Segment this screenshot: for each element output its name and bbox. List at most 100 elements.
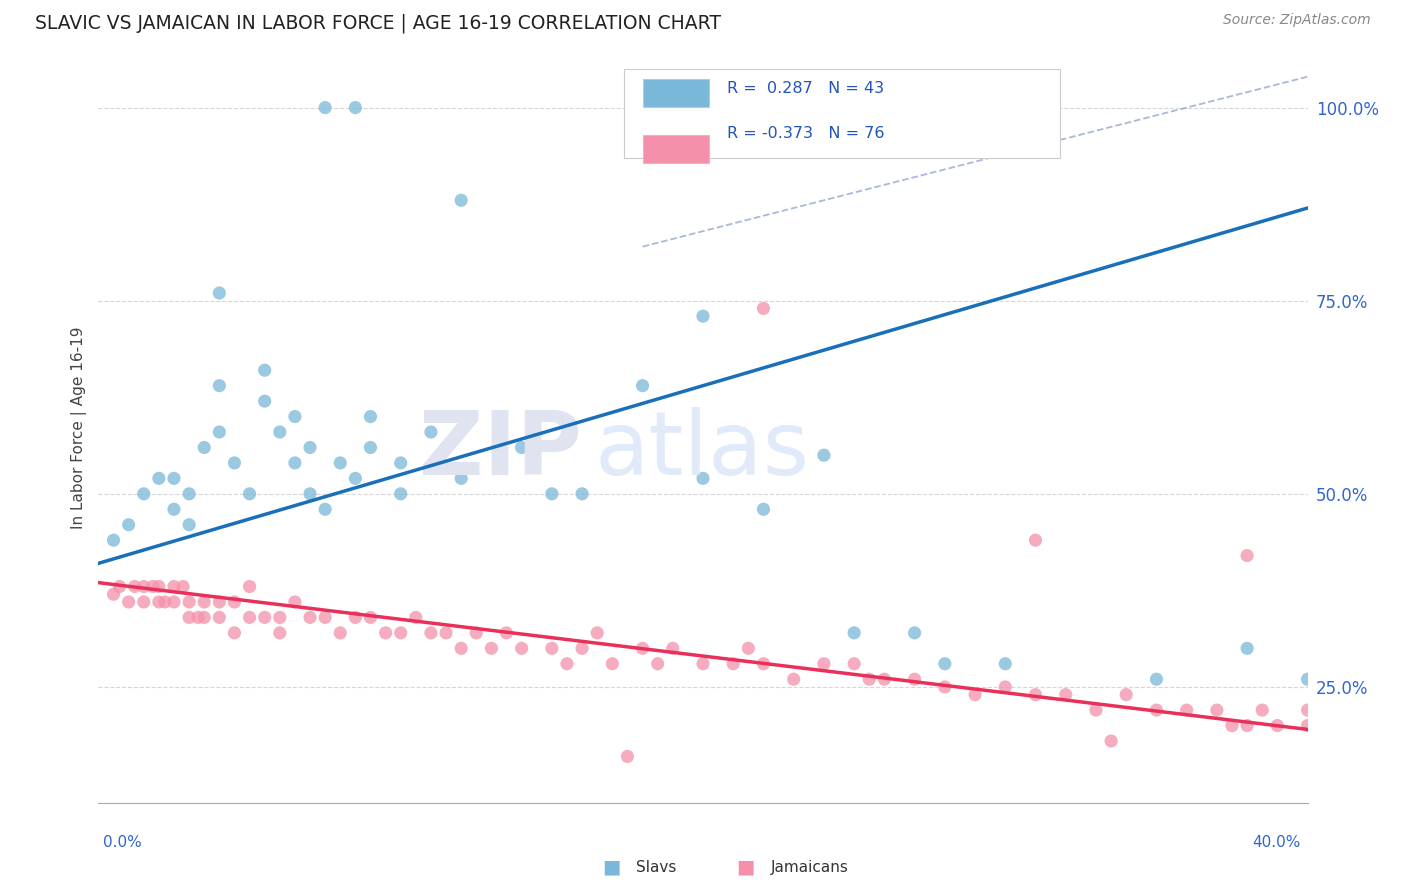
Point [253,394,276,409]
Text: SLAVIC VS JAMAICAN IN LABOR FORCE | AGE 16-19 CORRELATION CHART: SLAVIC VS JAMAICAN IN LABOR FORCE | AGE … [35,13,721,33]
Point [1054,688,1077,702]
Point [148,595,170,609]
Text: 40.0%: 40.0% [1253,836,1301,850]
Point [299,441,322,455]
Point [510,641,533,656]
Point [284,456,307,470]
Point [813,657,835,671]
Point [752,657,775,671]
Text: ■: ■ [735,857,755,877]
Point [692,471,714,485]
Point [103,533,125,548]
Point [148,471,170,485]
Point [224,456,246,470]
Point [934,680,956,694]
Point [172,580,194,594]
Point [873,672,896,686]
Point [163,595,186,609]
Point [1236,718,1258,732]
Point [1296,718,1319,732]
Point [752,502,775,516]
Text: R =  0.287   N = 43: R = 0.287 N = 43 [727,81,884,96]
Point [662,641,685,656]
Text: atlas: atlas [595,407,810,494]
Point [844,625,866,640]
Point [1024,688,1046,702]
Point [1085,703,1108,717]
Point [314,610,336,624]
Point [329,625,352,640]
Point [783,672,806,686]
Point [571,487,593,501]
Point [148,580,170,594]
Point [269,625,291,640]
Point [344,610,367,624]
Point [193,595,215,609]
Point [132,595,155,609]
Text: ZIP: ZIP [419,407,582,494]
Point [163,502,186,516]
Point [813,448,835,462]
Point [495,625,517,640]
Point [163,580,186,594]
Point [420,425,443,439]
Point [555,657,578,671]
Point [299,487,322,501]
Point [124,580,146,594]
Point [676,101,699,115]
Text: Slavs: Slavs [636,860,676,874]
Point [299,610,322,624]
Point [1206,703,1229,717]
Point [934,657,956,671]
Point [1099,734,1122,748]
Point [571,641,593,656]
Point [179,517,201,532]
Point [193,610,215,624]
Point [1175,703,1198,717]
Point [208,378,231,392]
Point [153,595,176,609]
Point [253,363,276,377]
Point [450,641,472,656]
Point [1236,549,1258,563]
Point [360,409,382,424]
Point [1251,703,1274,717]
Point [389,487,412,501]
Point [224,625,246,640]
Point [253,610,276,624]
Point [208,595,231,609]
Point [239,580,262,594]
Point [132,487,155,501]
Point [1220,718,1243,732]
Point [142,580,165,594]
Point [374,625,396,640]
Point [692,309,714,323]
Point [314,502,336,516]
Point [904,625,927,640]
Point [118,517,141,532]
Point [662,101,685,115]
Point [723,657,745,671]
Point [631,101,654,115]
Text: Source: ZipAtlas.com: Source: ZipAtlas.com [1223,13,1371,28]
Point [118,595,141,609]
Point [540,487,562,501]
Point [692,657,714,671]
Point [1296,703,1319,717]
Point [858,672,880,686]
Point [208,285,231,300]
Text: R = -0.373   N = 76: R = -0.373 N = 76 [727,126,884,141]
Point [481,641,503,656]
Point [344,101,367,115]
Point [904,672,927,686]
Point [360,610,382,624]
Point [602,657,624,671]
Point [224,595,246,609]
Point [752,301,775,316]
Point [631,378,654,392]
Point [631,641,654,656]
Point [179,487,201,501]
Point [844,657,866,671]
Point [647,657,669,671]
Point [269,610,291,624]
